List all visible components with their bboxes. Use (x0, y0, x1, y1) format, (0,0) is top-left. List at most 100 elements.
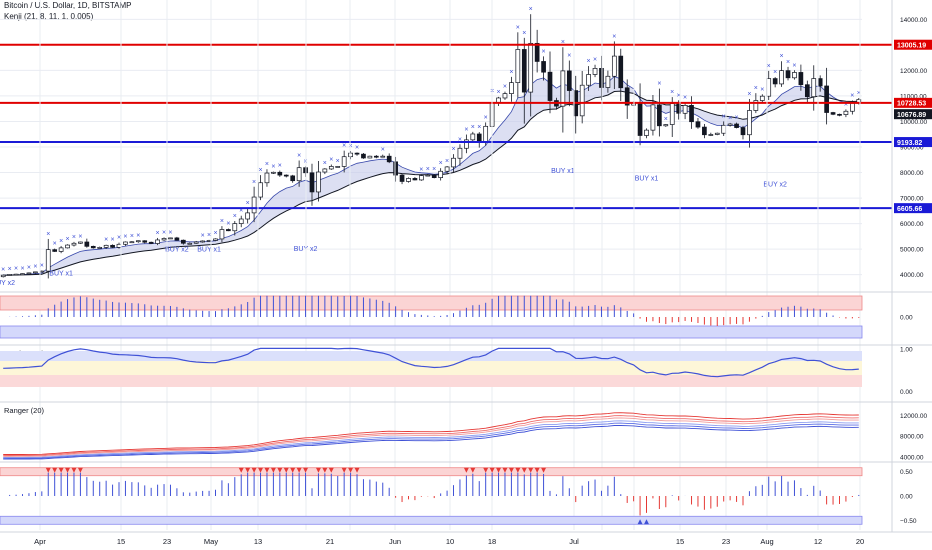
candle-body (586, 74, 591, 86)
candle-body (682, 105, 688, 114)
candle (129, 241, 135, 244)
mo-down-triangle (508, 467, 514, 473)
candle (496, 96, 501, 106)
candle-body (502, 93, 508, 99)
candle (26, 272, 32, 275)
x-tick-label: 13 (254, 537, 262, 546)
candle (657, 88, 662, 137)
mo-down-triangle (45, 467, 51, 473)
buy-signal-label: BUY x2 (763, 181, 787, 188)
candle (373, 155, 379, 159)
buy-x-marker: × (844, 101, 848, 108)
candle (611, 41, 617, 90)
msi-lower-zone (0, 325, 863, 339)
candle-body (470, 133, 476, 141)
buy-x-marker: × (503, 84, 507, 91)
candle-body (824, 85, 829, 113)
candle-body (721, 124, 727, 134)
candle-body (534, 42, 540, 62)
candle (380, 154, 386, 158)
buy-x-marker: × (760, 86, 764, 93)
main-price-pane: 4000.00 5000.00 6000.00 7000.00 8000.00 9000.… (0, 6, 932, 287)
y-tick-label: 0.00 (900, 494, 913, 501)
y-tick-label: 0.50 (900, 469, 913, 476)
candle-body (772, 78, 778, 85)
y-tick-label: 8000.00 (900, 170, 924, 177)
ranger-band-line (3, 420, 859, 458)
candle-body (624, 87, 630, 106)
buy-signal-label: BUY x1 (551, 168, 575, 175)
candle (682, 102, 688, 120)
candle (406, 177, 411, 183)
candle-body (328, 166, 334, 170)
candle-body (438, 170, 443, 178)
candle-body (483, 125, 489, 143)
candle-body (811, 78, 817, 98)
candle-body (142, 240, 148, 243)
ranger-band-line (3, 412, 859, 455)
candle-body (180, 239, 186, 244)
buy-x-marker: × (1, 266, 5, 273)
buy-x-marker: × (432, 166, 436, 173)
candle-body (464, 139, 469, 149)
mo-down-triangle (71, 467, 77, 473)
buy-x-marker: × (323, 160, 327, 167)
mo-down-triangle (296, 467, 302, 473)
buy-x-marker: × (529, 6, 533, 13)
buy-x-marker: × (773, 69, 777, 76)
mo-down-triangle (348, 467, 354, 473)
buy-x-marker: × (342, 143, 346, 150)
candle-body (33, 271, 38, 274)
candle (123, 241, 128, 246)
candle (599, 55, 604, 101)
mo-down-triangle (264, 467, 270, 473)
ranger-band-line (3, 417, 859, 457)
y-tick-label: 0.00 (900, 315, 913, 322)
price-level-label: 6605.66 (897, 206, 922, 213)
candle (476, 132, 482, 148)
candle-body (817, 78, 823, 87)
buy-x-marker: × (156, 230, 160, 237)
candle (84, 238, 90, 248)
buy-x-marker: × (246, 200, 250, 207)
candle (168, 237, 173, 240)
candle (592, 64, 598, 78)
candle (708, 132, 714, 137)
candle-body (277, 171, 283, 176)
buy-x-marker: × (104, 237, 108, 244)
mo-down-triangle (470, 467, 476, 473)
candle (296, 160, 302, 187)
buy-x-marker: × (265, 161, 269, 168)
buy-x-marker: × (213, 230, 217, 237)
candle (457, 144, 463, 166)
kenji-band (3, 76, 859, 276)
buy-x-marker: × (65, 236, 69, 243)
candle-body (650, 104, 656, 131)
mo-down-triangle (541, 467, 547, 473)
candle (579, 70, 585, 124)
candle-body (843, 110, 849, 115)
candle-body (341, 156, 347, 167)
buy-x-marker: × (46, 231, 50, 238)
buy-x-marker: × (850, 92, 854, 99)
candle-body (0, 274, 6, 278)
candle-body (412, 178, 418, 181)
candle (747, 98, 752, 148)
candle-body (541, 61, 546, 73)
buy-x-marker: × (252, 179, 256, 186)
candle (663, 123, 669, 127)
candle-body (322, 168, 328, 173)
buy-x-marker: × (258, 167, 262, 174)
buy-x-marker: × (464, 127, 468, 134)
buy-x-marker: × (484, 114, 488, 121)
candle-body (708, 134, 714, 136)
candle-body (348, 152, 353, 158)
y-tick-label: 1.00 (900, 347, 913, 354)
candle (419, 174, 424, 181)
candle-body (20, 273, 25, 276)
y-tick-label: 10000.00 (900, 119, 927, 126)
candle-body (804, 84, 810, 98)
buy-x-marker: × (754, 85, 758, 92)
candle (116, 242, 122, 249)
